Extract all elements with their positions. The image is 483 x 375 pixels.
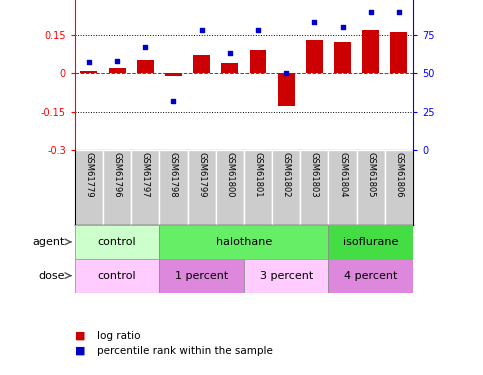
- Bar: [109, 68, 126, 73]
- Text: GSM61796: GSM61796: [113, 152, 122, 198]
- Bar: [244, 259, 328, 292]
- Text: GSM61798: GSM61798: [169, 152, 178, 198]
- Text: GSM61803: GSM61803: [310, 152, 319, 198]
- Bar: [250, 50, 267, 73]
- Text: GSM61806: GSM61806: [395, 152, 403, 198]
- Text: GSM61801: GSM61801: [254, 152, 262, 198]
- Point: [198, 27, 206, 33]
- Bar: [328, 225, 413, 259]
- Bar: [159, 225, 328, 259]
- Bar: [306, 40, 323, 73]
- Bar: [328, 150, 356, 225]
- Bar: [165, 73, 182, 76]
- Bar: [159, 150, 187, 225]
- Text: ■: ■: [75, 346, 85, 355]
- Text: percentile rank within the sample: percentile rank within the sample: [97, 346, 272, 355]
- Text: GSM61804: GSM61804: [338, 152, 347, 198]
- Bar: [362, 30, 379, 73]
- Point: [170, 98, 177, 104]
- Bar: [137, 60, 154, 73]
- Text: halothane: halothane: [216, 237, 272, 247]
- Point: [226, 50, 234, 56]
- Point: [282, 70, 290, 76]
- Bar: [390, 32, 407, 73]
- Bar: [75, 259, 159, 292]
- Text: 4 percent: 4 percent: [344, 271, 398, 280]
- Bar: [216, 150, 244, 225]
- Bar: [328, 259, 413, 292]
- Text: GSM61805: GSM61805: [366, 152, 375, 198]
- Bar: [334, 42, 351, 73]
- Bar: [385, 150, 413, 225]
- Point: [395, 9, 403, 15]
- Text: agent: agent: [33, 237, 65, 247]
- Text: GSM61802: GSM61802: [282, 152, 291, 198]
- Text: control: control: [98, 271, 136, 280]
- Text: 1 percent: 1 percent: [175, 271, 228, 280]
- Text: GSM61799: GSM61799: [197, 152, 206, 198]
- Text: control: control: [98, 237, 136, 247]
- Point: [142, 44, 149, 50]
- Bar: [131, 150, 159, 225]
- Text: log ratio: log ratio: [97, 331, 140, 340]
- Bar: [193, 55, 210, 73]
- Text: GSM61797: GSM61797: [141, 152, 150, 198]
- Bar: [221, 63, 238, 73]
- Point: [113, 58, 121, 64]
- Text: isoflurane: isoflurane: [343, 237, 398, 247]
- Bar: [75, 150, 103, 225]
- Bar: [187, 150, 216, 225]
- Bar: [159, 259, 244, 292]
- Bar: [356, 150, 385, 225]
- Bar: [278, 73, 295, 106]
- Text: GSM61800: GSM61800: [226, 152, 234, 198]
- Point: [85, 59, 93, 65]
- Text: dose: dose: [39, 271, 65, 280]
- Point: [254, 27, 262, 33]
- Point: [367, 9, 375, 15]
- Bar: [81, 70, 98, 73]
- Point: [311, 20, 318, 26]
- Bar: [272, 150, 300, 225]
- Text: ■: ■: [75, 331, 85, 340]
- Bar: [103, 150, 131, 225]
- Bar: [244, 150, 272, 225]
- Bar: [300, 150, 328, 225]
- Point: [339, 24, 346, 30]
- Bar: [75, 225, 159, 259]
- Text: 3 percent: 3 percent: [259, 271, 313, 280]
- Text: GSM61779: GSM61779: [85, 152, 93, 198]
